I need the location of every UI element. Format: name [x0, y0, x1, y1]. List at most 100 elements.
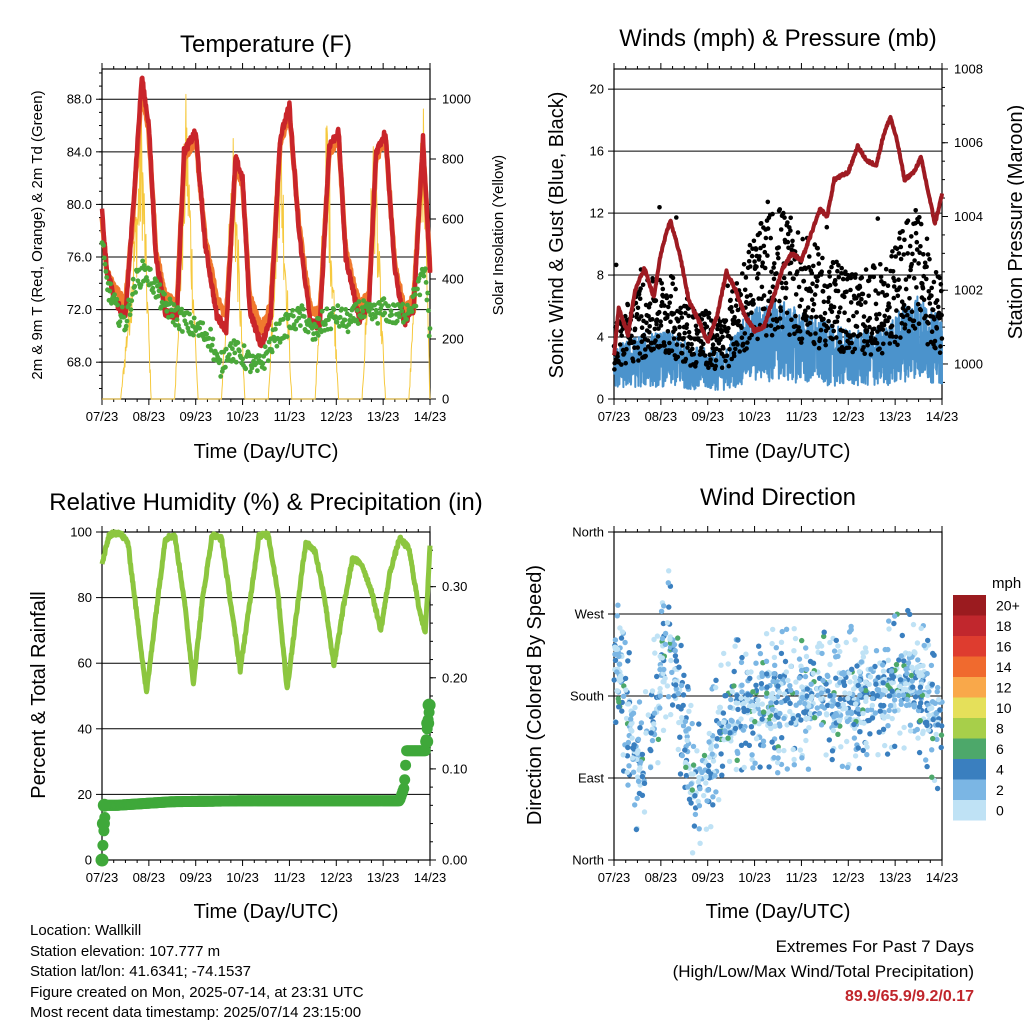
dewpoint-point [209, 342, 215, 348]
direction-point [695, 779, 702, 785]
direction-point [839, 763, 846, 769]
gust-point [701, 341, 706, 347]
direction-title: Wind Direction [700, 484, 856, 511]
direction-point [680, 702, 686, 709]
gust-point [763, 235, 769, 241]
dewpoint-point [233, 359, 239, 365]
gust-point [629, 333, 634, 339]
direction-point [680, 723, 687, 729]
gust-point [655, 334, 661, 339]
gust-point [863, 267, 869, 272]
direction-point [753, 660, 759, 666]
direction-point [863, 679, 869, 685]
figure-created: Figure created on Mon, 2025-07-14, at 23… [30, 983, 364, 1001]
direction-point [846, 629, 853, 635]
direction-point [718, 751, 724, 757]
gust-point [824, 224, 830, 230]
dewpoint-point [104, 275, 110, 280]
direction-point [778, 650, 785, 657]
precip-point [96, 817, 110, 831]
dewpoint-point [312, 336, 318, 342]
direction-point [763, 658, 770, 664]
gust-point [852, 346, 858, 352]
direction-point [634, 795, 640, 802]
gust-point [656, 326, 661, 331]
direction-point [719, 772, 725, 778]
dewpoint-point [164, 308, 170, 314]
gust-point [681, 335, 686, 341]
direction-point [749, 752, 755, 758]
direction-point [875, 752, 881, 758]
gust-point [807, 254, 812, 259]
direction-point [886, 707, 892, 714]
x-tick-label: 11/23 [274, 409, 306, 424]
gust-point [911, 318, 917, 324]
gust-point [744, 346, 749, 351]
gust-point [728, 297, 733, 303]
direction-chart: 07/23 08/23 09/23 10/23 11/23 12/23 13/23 14/23… [570, 525, 958, 886]
direction-point [829, 748, 836, 754]
direction-point [620, 693, 627, 699]
gust-point [757, 254, 762, 259]
gust-point [793, 313, 798, 319]
dewpoint-point [123, 323, 129, 329]
direction-point [673, 682, 679, 688]
direction-point [827, 639, 833, 646]
direction-point [764, 671, 770, 677]
direction-point [771, 754, 777, 761]
gust-point [718, 323, 724, 329]
gust-point [916, 321, 922, 327]
gust-point [674, 342, 680, 347]
direction-point [781, 747, 787, 754]
direction-point [745, 696, 751, 702]
dewpoint-point [109, 300, 114, 306]
direction-point [673, 658, 680, 664]
direction-point [661, 603, 667, 609]
gust-point [635, 305, 641, 311]
direction-point [930, 716, 936, 723]
gust-point [871, 274, 877, 280]
gust-point [809, 297, 815, 303]
gust-point [858, 332, 863, 337]
direction-point [620, 752, 626, 758]
dewpoint-point [144, 278, 150, 284]
gust-point [783, 280, 789, 286]
dewpoint-point [337, 324, 342, 329]
gust-point [858, 302, 864, 308]
direction-point [772, 723, 778, 729]
direction-point [776, 748, 782, 754]
direction-point [852, 674, 858, 681]
gust-point [672, 327, 678, 332]
direction-point [892, 743, 898, 749]
direction-point [837, 648, 843, 655]
direction-point [916, 663, 922, 669]
direction-point [645, 712, 651, 718]
gust-point [615, 354, 620, 359]
direction-point [654, 633, 661, 639]
gust-point [758, 221, 764, 226]
gust-point [929, 329, 935, 335]
dewpoint-point [235, 340, 241, 346]
dewpoint-point [405, 302, 410, 308]
direction-point [886, 618, 892, 624]
direction-point [651, 710, 658, 716]
direction-point [911, 704, 917, 710]
direction-point [872, 710, 879, 716]
gust-point [894, 246, 900, 252]
gust-point [746, 259, 752, 264]
gust-point [749, 253, 755, 259]
x-tick-label: 14/23 [414, 409, 447, 424]
direction-point [664, 620, 671, 626]
direction-ylabel: Direction (Colored By Speed) [524, 565, 546, 825]
gust-point [846, 317, 851, 323]
direction-point [696, 803, 703, 809]
direction-point [683, 772, 690, 779]
gust-point [836, 310, 842, 315]
direction-point [821, 633, 827, 640]
gust-point [924, 236, 930, 242]
extremes-values: 89.9/65.9/9.2/0.17 [845, 988, 974, 1005]
direction-point [876, 729, 882, 735]
direction-point [735, 637, 741, 643]
direction-point [678, 642, 684, 649]
colorbar-label: 6 [996, 741, 1004, 757]
